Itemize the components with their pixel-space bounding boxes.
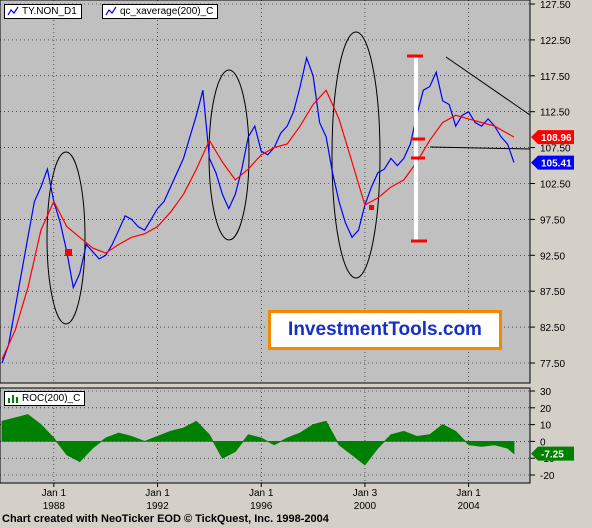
price-y-tick-label: 102.50: [540, 180, 571, 191]
price-y-tick-label: 117.50: [540, 72, 570, 83]
time-tick-label: Jan 1: [145, 488, 170, 499]
time-tick-label: Jan 1: [456, 488, 481, 499]
time-tick-label: Jan 1: [249, 488, 274, 499]
marker-dots: [65, 205, 374, 256]
footer-credit: Chart created with NeoTicker EOD © TickQ…: [2, 513, 329, 525]
average-line: [1, 89, 515, 360]
price-legend-label: TY.NON_D1: [22, 6, 77, 17]
price-value-tag-label: 105.41: [541, 159, 572, 170]
price-grid: [0, 0, 530, 383]
price-y-tick-label: 97.50: [540, 215, 565, 226]
downtrend-line: [445, 56, 531, 116]
support-line: [429, 146, 531, 150]
annotation-ellipse: [46, 151, 86, 325]
average-value-tag-label: 108.96: [541, 133, 572, 144]
average-legend-label: qc_xaverage(200)_C: [120, 6, 214, 17]
roc-value-tag-shape: [531, 446, 574, 461]
roc-y-tick-label: 10: [540, 421, 552, 432]
price-y-tick-label: 112.50: [540, 108, 570, 119]
price-y-tick-label: 127.50: [540, 0, 571, 11]
time-tick-year: 1992: [146, 501, 169, 512]
roc-y-tick-label: -20: [540, 471, 555, 482]
average-legend[interactable]: qc_xaverage(200)_C: [102, 4, 219, 19]
price-legend[interactable]: TY.NON_D1: [4, 4, 82, 19]
time-tick-label: Jan 3: [353, 488, 378, 499]
roc-y-tick-label: 0: [540, 437, 546, 448]
price-panel: 127.50 122.50 117.50 112.50 107.50 102.50 97.5…: [0, 0, 574, 384]
time-axis: Jan 1 1988 Jan 1 1992 Jan 1 1996 Jan 3 2000 Jan …: [42, 483, 481, 512]
brand-watermark: InvestmentTools.com: [268, 310, 502, 350]
price-value-tags: 108.96 105.41: [531, 130, 574, 170]
price-series-group: [1, 55, 515, 364]
roc-legend-label: ROC(200)_C: [22, 393, 81, 404]
range-marker: [407, 54, 427, 243]
price-value-tag-shape: [531, 155, 574, 170]
time-tick-label: Jan 1: [42, 488, 67, 499]
roc-y-tick-label: 20: [540, 404, 552, 415]
roc-value-tag-label: -7.25: [541, 450, 564, 461]
bar-chart-icon: [7, 393, 19, 404]
price-y-tick-label: 107.50: [540, 144, 571, 155]
roc-legend[interactable]: ROC(200)_C: [4, 391, 86, 406]
price-line: [1, 55, 515, 364]
line-chart-icon: [7, 6, 19, 16]
roc-y-tick-label: 30: [540, 387, 552, 398]
price-y-tick-label: 122.50: [540, 36, 571, 47]
time-tick-year: 1988: [43, 501, 66, 512]
marker-dot: [369, 205, 374, 210]
average-value-tag-shape: [531, 130, 574, 145]
trend-lines: [429, 56, 531, 150]
price-y-tick-label: 87.50: [540, 287, 565, 298]
marker-dot: [65, 249, 72, 256]
time-tick-year: 2000: [354, 501, 377, 512]
roc-area: [1, 414, 515, 466]
line-chart-icon: [105, 6, 117, 16]
price-y-tick-label: 82.50: [540, 323, 565, 334]
annotation-ellipse: [331, 31, 381, 279]
time-tick-year: 1996: [250, 501, 273, 512]
price-y-axis: 127.50 122.50 117.50 112.50 107.50 102.50 97.5…: [530, 0, 571, 370]
roc-value-tags: -7.25: [531, 446, 574, 461]
price-y-tick-label: 77.50: [540, 359, 565, 370]
price-y-tick-label: 92.50: [540, 251, 565, 262]
roc-series-group: [1, 414, 515, 466]
time-tick-year: 2004: [458, 501, 481, 512]
